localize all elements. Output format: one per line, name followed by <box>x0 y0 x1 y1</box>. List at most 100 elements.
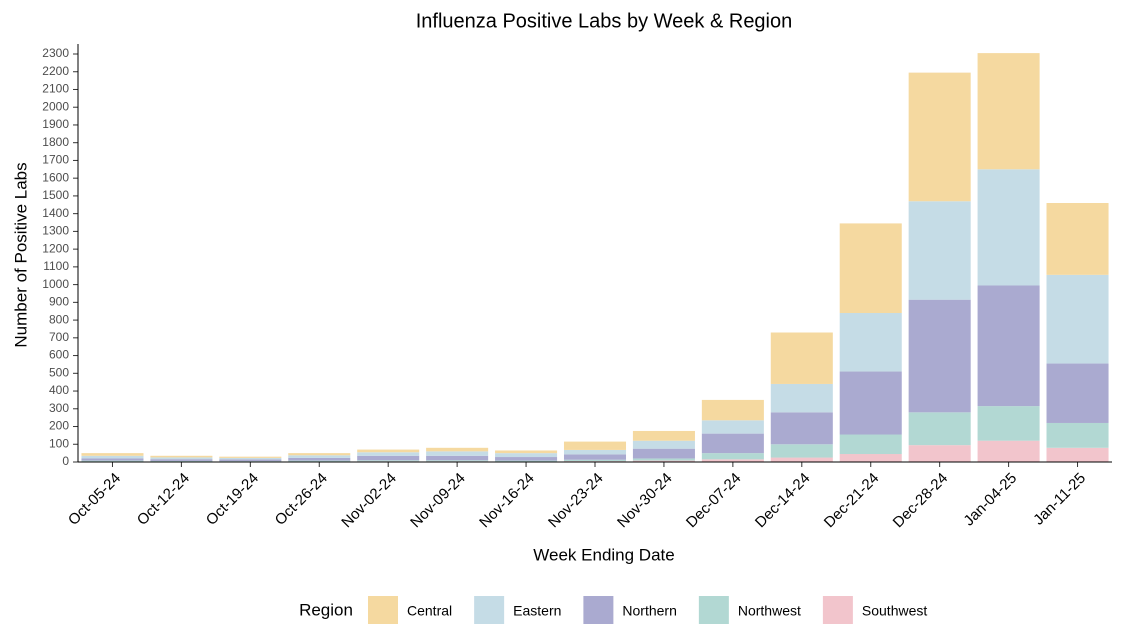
x-tick-label: Oct-12-24 <box>134 470 193 529</box>
y-tick-label: 2300 <box>42 46 69 60</box>
bar-segment <box>219 459 282 462</box>
bar-segment <box>839 312 902 372</box>
y-tick-label: 1400 <box>42 206 69 220</box>
x-tick-label: Jan-11-25 <box>1030 470 1089 529</box>
bar-segment <box>908 412 971 446</box>
bar-segment <box>426 447 489 452</box>
y-tick-label: 1100 <box>43 259 69 273</box>
y-tick-label: 2200 <box>42 64 69 78</box>
bar-segment <box>288 455 351 458</box>
x-tick-label: Nov-02-24 <box>338 470 400 532</box>
bar-segment <box>495 450 558 454</box>
bar-segment <box>977 169 1040 286</box>
bar-segment <box>495 457 558 461</box>
y-tick-label: 2000 <box>42 99 69 113</box>
bar-segment <box>770 332 833 384</box>
bar-segment <box>770 444 833 458</box>
y-tick-label: 400 <box>49 383 69 397</box>
bar-segment <box>357 455 420 461</box>
x-tick-label: Oct-05-24 <box>65 470 124 529</box>
bar-segment <box>81 458 144 461</box>
y-tick-label: 700 <box>49 330 69 344</box>
bar-segment <box>81 460 144 462</box>
bar-segment <box>908 445 971 462</box>
y-tick-label: 1500 <box>42 188 69 202</box>
y-tick-label: 0 <box>62 454 69 468</box>
x-tick-label: Dec-28-24 <box>890 470 952 532</box>
bar-segment <box>150 459 213 461</box>
x-tick-label: Nov-16-24 <box>476 470 538 532</box>
bar-segment <box>288 460 351 462</box>
legend-title: Region <box>299 600 353 619</box>
x-tick-label: Oct-19-24 <box>203 470 262 529</box>
bar-segment <box>770 412 833 445</box>
bar-segment <box>839 454 902 462</box>
y-tick-label: 100 <box>49 436 69 450</box>
bar-segment <box>357 460 420 462</box>
x-tick-label: Dec-07-24 <box>683 470 745 532</box>
y-tick-label: 600 <box>49 348 69 362</box>
legend-swatch <box>583 596 614 624</box>
bar-segment <box>908 72 971 202</box>
bar-segment <box>563 459 627 462</box>
chart-title: Influenza Positive Labs by Week & Region <box>416 10 793 32</box>
bar-segment <box>632 458 695 461</box>
y-tick-label: 300 <box>49 401 69 415</box>
legend-label: Southwest <box>862 603 927 619</box>
bar-segment <box>81 453 144 456</box>
bar-segment <box>839 371 902 435</box>
bar-segment <box>632 460 695 462</box>
x-tick-label: Dec-14-24 <box>752 470 814 532</box>
bar-segment <box>563 441 627 450</box>
y-tick-label: 800 <box>49 312 69 326</box>
bar-segment <box>632 430 695 441</box>
bar-segment <box>288 457 351 461</box>
bar-segment <box>1046 447 1109 462</box>
bar-segment <box>977 285 1040 407</box>
y-tick-label: 1800 <box>42 135 69 149</box>
bar-segment <box>150 457 213 460</box>
bar-segment <box>426 455 489 461</box>
y-tick-label: 900 <box>49 295 69 309</box>
x-tick-label: Nov-23-24 <box>545 470 607 532</box>
bar-segment <box>219 461 282 462</box>
bar-segment <box>495 460 558 462</box>
legend-swatch <box>474 596 505 624</box>
y-tick-label: 1300 <box>42 224 69 238</box>
bar-segment <box>357 452 420 456</box>
y-tick-label: 1600 <box>42 170 69 184</box>
bar-segment <box>632 448 695 459</box>
bar-segment <box>632 440 695 449</box>
x-tick-label: Nov-30-24 <box>614 470 676 532</box>
bar-segment <box>908 299 971 413</box>
bar-segment <box>908 201 971 300</box>
bar-segment <box>839 434 902 455</box>
legend-swatch <box>698 596 729 624</box>
bar-segment <box>701 459 764 462</box>
y-tick-label: 1000 <box>42 277 69 291</box>
x-tick-label: Jan-04-25 <box>960 470 1020 530</box>
bar-segment <box>1046 363 1109 423</box>
y-tick-label: 200 <box>49 419 69 433</box>
y-tick-label: 2100 <box>42 82 69 96</box>
legend-label: Northern <box>622 603 676 619</box>
bar-segment <box>977 440 1040 462</box>
x-tick-label: Nov-09-24 <box>407 470 469 532</box>
y-axis-label: Number of Positive Labs <box>11 162 30 347</box>
legend-label: Northwest <box>738 603 801 619</box>
bar-segment <box>219 456 282 458</box>
bar-segment <box>770 383 833 413</box>
bar-segment <box>701 433 764 454</box>
legend-swatch <box>822 596 853 624</box>
bar-segment <box>288 453 351 456</box>
bar-segment <box>563 454 627 460</box>
bar-segment <box>563 449 627 455</box>
bar-segment <box>839 223 902 313</box>
x-tick-label: Oct-26-24 <box>272 470 331 529</box>
bar-segment <box>150 455 213 458</box>
bar-segment <box>495 453 558 458</box>
bar-segment <box>426 460 489 462</box>
bar-segment <box>357 449 420 453</box>
bar-segment <box>701 420 764 434</box>
